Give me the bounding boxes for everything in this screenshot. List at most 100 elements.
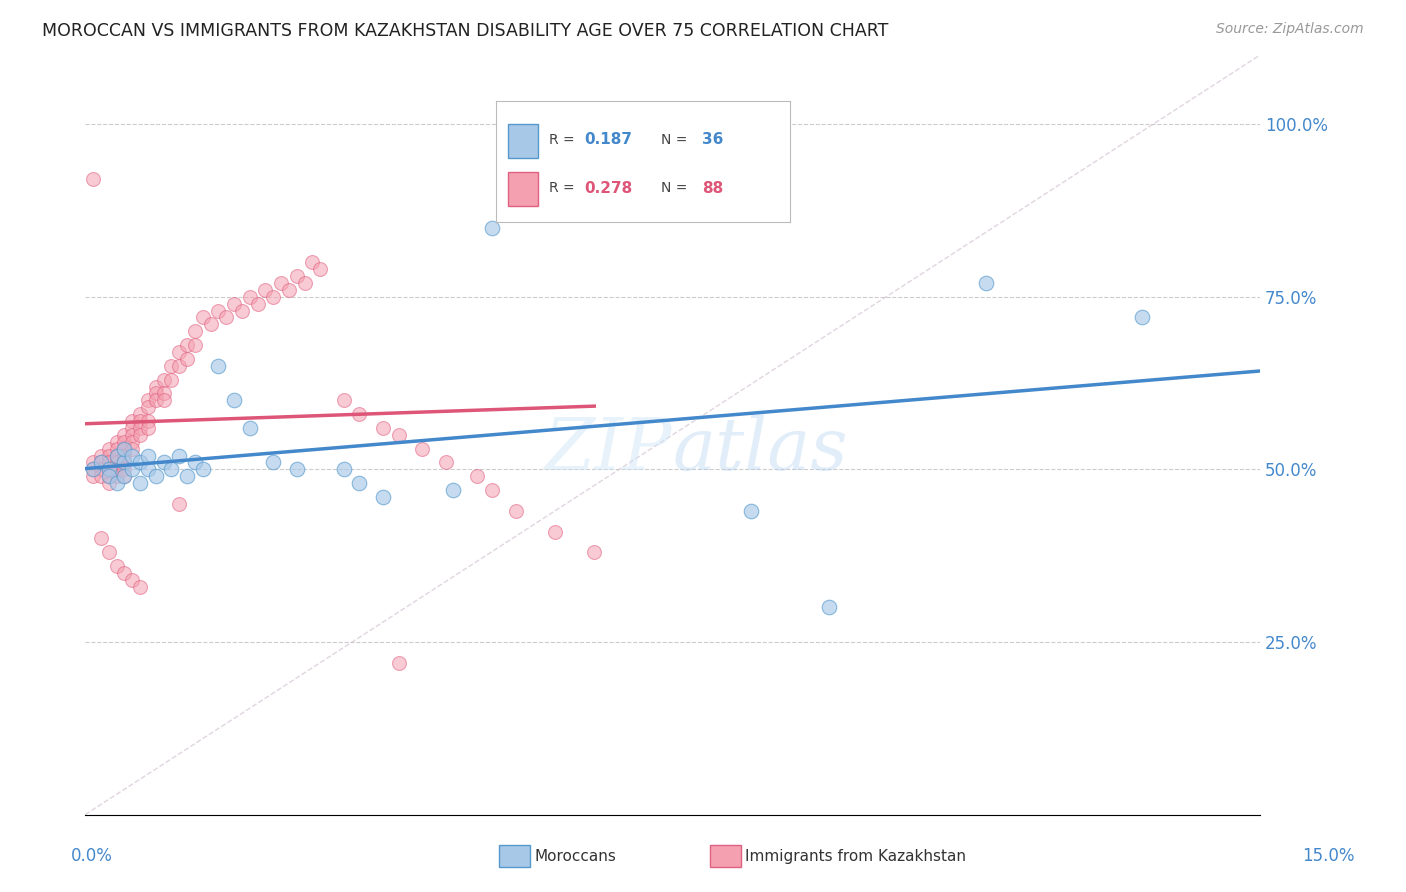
Point (152, 455, 174, 469)
Point (215, 310, 238, 325)
Point (114, 442, 136, 456)
Point (82, 455, 104, 469)
Point (114, 449, 136, 463)
Point (90, 455, 112, 469)
Point (349, 476, 371, 491)
Point (121, 462, 143, 476)
Point (184, 455, 207, 469)
Point (191, 462, 214, 476)
Point (114, 462, 136, 476)
Point (121, 427, 143, 442)
Point (136, 414, 159, 428)
Point (262, 290, 284, 304)
Point (90, 532, 112, 546)
Point (97, 545, 120, 559)
Point (262, 455, 284, 469)
Point (82, 462, 104, 476)
Point (145, 469, 167, 483)
Point (129, 414, 152, 428)
Point (332, 462, 354, 476)
Point (1132, 310, 1154, 325)
Point (207, 303, 229, 318)
Point (121, 414, 143, 428)
Point (434, 455, 457, 469)
Point (176, 469, 198, 483)
Point (285, 462, 308, 476)
Point (136, 462, 159, 476)
Point (371, 490, 394, 504)
Point (349, 407, 371, 421)
Text: Immigrants from Kazakhstan: Immigrants from Kazakhstan (745, 849, 966, 863)
Point (129, 476, 152, 491)
Point (505, 504, 527, 518)
Point (97, 469, 120, 483)
Point (136, 393, 159, 408)
Point (294, 276, 316, 290)
Point (176, 351, 198, 366)
Point (114, 427, 136, 442)
Point (481, 483, 503, 497)
Point (105, 449, 128, 463)
Point (169, 449, 191, 463)
Point (90, 455, 112, 469)
Point (82, 469, 104, 483)
Point (136, 421, 159, 435)
Point (121, 449, 143, 463)
Point (114, 442, 136, 456)
Point (246, 296, 269, 310)
Point (222, 296, 245, 310)
Point (136, 401, 159, 415)
Point (254, 283, 277, 297)
Point (481, 220, 503, 235)
Point (97, 455, 120, 469)
Text: Source: ZipAtlas.com: Source: ZipAtlas.com (1216, 22, 1364, 37)
Point (97, 449, 120, 463)
Point (207, 359, 229, 373)
Point (129, 427, 152, 442)
Point (239, 421, 262, 435)
Point (97, 462, 120, 476)
Point (105, 476, 128, 491)
Point (121, 442, 143, 456)
Point (114, 455, 136, 469)
Point (285, 268, 308, 283)
Text: 0.0%: 0.0% (70, 847, 112, 865)
Point (97, 476, 120, 491)
Point (200, 318, 222, 332)
Point (160, 373, 183, 387)
Point (82, 462, 104, 476)
Point (90, 449, 112, 463)
Point (544, 524, 567, 539)
Point (169, 359, 191, 373)
Point (387, 656, 409, 670)
Point (114, 455, 136, 469)
Text: atlas: atlas (672, 415, 848, 485)
Point (169, 345, 191, 359)
Point (301, 255, 323, 269)
Point (441, 483, 464, 497)
Point (105, 469, 128, 483)
Point (270, 276, 292, 290)
Point (97, 442, 120, 456)
Point (129, 455, 152, 469)
Point (332, 393, 354, 408)
Point (371, 421, 394, 435)
Point (583, 545, 606, 559)
Point (184, 324, 207, 338)
Point (465, 469, 488, 483)
Point (82, 172, 104, 186)
Point (239, 290, 262, 304)
Text: ZIP: ZIP (546, 415, 672, 485)
Point (97, 462, 120, 476)
Point (105, 442, 128, 456)
Point (97, 469, 120, 483)
Point (129, 421, 152, 435)
Text: Moroccans: Moroccans (534, 849, 616, 863)
Point (974, 276, 997, 290)
Point (277, 283, 299, 297)
Point (152, 373, 174, 387)
Point (231, 303, 253, 318)
Point (90, 469, 112, 483)
Point (740, 504, 762, 518)
Point (160, 359, 183, 373)
